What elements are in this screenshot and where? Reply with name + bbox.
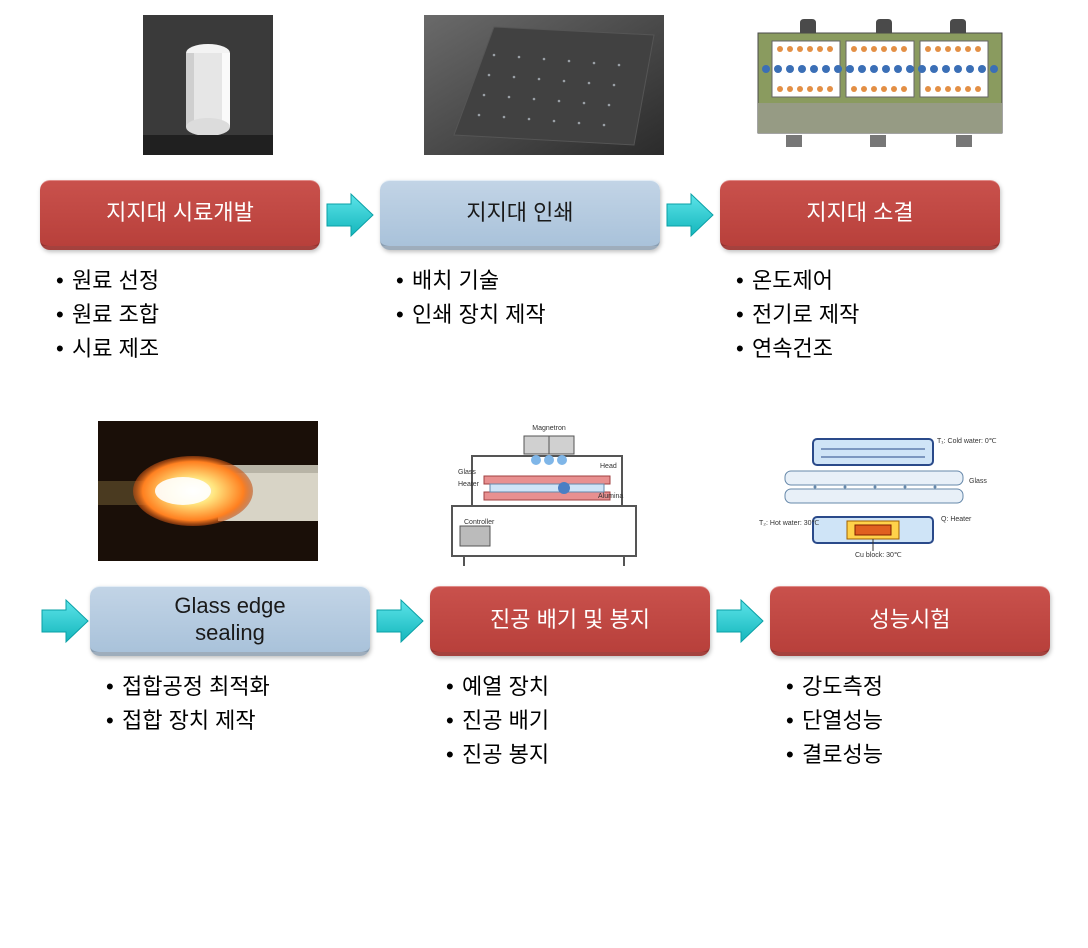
step-label: 지지대 시료개발 [106, 200, 254, 226]
label: Cu block: 30℃ [855, 552, 902, 559]
row1-flow: 지지대 시료개발 원료 선정 원료 조합 시료 제조 지지대 인쇄 배치 기술 … [40, 180, 1048, 366]
evacuation-machine-icon: Magnetron Head Glass Heater Alumina Cont… [424, 416, 664, 566]
step-label: 성능시험 [870, 607, 951, 633]
arrow-2 [660, 180, 720, 250]
flow-unit-4: Glass edge sealing 접합공정 최적화 접합 장치 제작 [90, 586, 370, 738]
bullet: 강도측정 [792, 670, 1050, 704]
bullets-4: 접합공정 최적화 접합 장치 제작 [90, 670, 370, 738]
bullet: 인쇄 장치 제작 [402, 298, 660, 332]
step-label: 지지대 인쇄 [466, 200, 573, 226]
step-box-6: 성능시험 [770, 586, 1050, 656]
arrow-4 [370, 586, 430, 656]
arrow-1 [320, 180, 380, 250]
label: T₁: Cold water: 0℃ [937, 438, 997, 445]
bullet: 원료 선정 [62, 264, 320, 298]
flow-unit-2: 지지대 인쇄 배치 기술 인쇄 장치 제작 [380, 180, 660, 332]
image-furnace-schematic [750, 15, 1010, 155]
arrow-right-icon [325, 192, 375, 238]
label: Heater [458, 481, 480, 488]
label: Alumina [598, 493, 623, 500]
label: Magnetron [532, 425, 566, 432]
flow-unit-3: 지지대 소결 온도제어 전기로 제작 연속건조 [720, 180, 1000, 366]
row2-images: Magnetron Head Glass Heater Alumina Cont… [40, 416, 1048, 566]
bullet: 진공 배기 [452, 704, 710, 738]
label: Head [600, 463, 617, 470]
arrow-right-icon [665, 192, 715, 238]
row2-flow: Glass edge sealing 접합공정 최적화 접합 장치 제작 진공 … [40, 586, 1048, 772]
label: Controller [464, 519, 495, 526]
image-evacuation-machine: Magnetron Head Glass Heater Alumina Cont… [414, 421, 674, 561]
step-box-5: 진공 배기 및 봉지 [430, 586, 710, 656]
bullets-3: 온도제어 전기로 제작 연속건조 [720, 264, 1000, 366]
step-label: Glass edge sealing [174, 593, 285, 646]
bullets-2: 배치 기술 인쇄 장치 제작 [380, 264, 660, 332]
bullet: 결로성능 [792, 738, 1050, 772]
step-box-4: Glass edge sealing [90, 586, 370, 656]
step-box-1: 지지대 시료개발 [40, 180, 320, 250]
step-box-3: 지지대 소결 [720, 180, 1000, 250]
thermal-test-schematic-icon: T₁: Cold water: 0℃ Glass T₂: Hot water: … [755, 421, 1005, 561]
row1-images [40, 10, 1048, 160]
image-thermal-test: T₁: Cold water: 0℃ Glass T₂: Hot water: … [750, 421, 1010, 561]
flow-unit-1: 지지대 시료개발 원료 선정 원료 조합 시료 제조 [40, 180, 320, 366]
bullet: 예열 장치 [452, 670, 710, 704]
bullet: 시료 제조 [62, 332, 320, 366]
arrow-right-icon [715, 598, 765, 644]
arrow-right-icon [375, 598, 425, 644]
image-substrate-dots [414, 15, 674, 155]
substrate-dots-icon [424, 15, 664, 155]
label: Glass [969, 478, 987, 485]
bullet: 전기로 제작 [742, 298, 1000, 332]
arrow-lead [40, 586, 90, 656]
bullet: 배치 기술 [402, 264, 660, 298]
bullets-5: 예열 장치 진공 배기 진공 봉지 [430, 670, 710, 772]
image-ceramic-cylinder [78, 15, 338, 155]
label: T₂: Hot water: 30℃ [759, 520, 820, 527]
label: Q: Heater [941, 516, 972, 523]
label: Glass [458, 469, 476, 476]
bullet: 온도제어 [742, 264, 1000, 298]
bullet: 단열성능 [792, 704, 1050, 738]
bullet: 원료 조합 [62, 298, 320, 332]
step-box-2: 지지대 인쇄 [380, 180, 660, 250]
bullet: 연속건조 [742, 332, 1000, 366]
bullets-6: 강도측정 단열성능 결로성능 [770, 670, 1050, 772]
arrow-5 [710, 586, 770, 656]
furnace-schematic-icon [750, 15, 1010, 155]
bullet: 진공 봉지 [452, 738, 710, 772]
bullet: 접합공정 최적화 [112, 670, 370, 704]
arrow-right-icon [40, 598, 90, 644]
flow-unit-5: 진공 배기 및 봉지 예열 장치 진공 배기 진공 봉지 [430, 586, 710, 772]
step-label: 진공 배기 및 봉지 [490, 607, 650, 633]
step-label: 지지대 소결 [806, 200, 913, 226]
ceramic-cylinder-icon [143, 15, 273, 155]
bullets-1: 원료 선정 원료 조합 시료 제조 [40, 264, 320, 366]
image-edge-sealing [78, 421, 338, 561]
edge-sealing-photo-icon [98, 421, 318, 561]
flow-unit-6: 성능시험 강도측정 단열성능 결로성능 [770, 586, 1050, 772]
bullet: 접합 장치 제작 [112, 704, 370, 738]
